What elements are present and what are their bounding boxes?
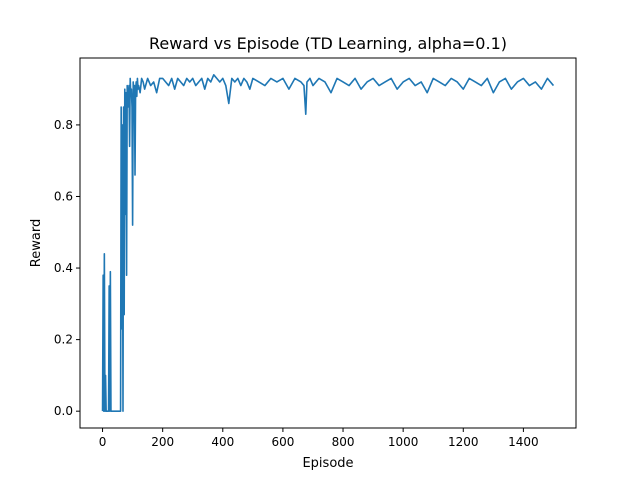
x-axis-ticks: 0 200 400 600 800 1000 1200 1400 [99,428,539,449]
axes-frame [79,57,577,429]
x-tick-label: 800 [332,435,355,449]
y-tick-label: 0.8 [54,118,73,132]
plot-area [101,74,555,412]
y-axis-ticks: 0.0 0.2 0.4 0.6 0.8 [54,118,80,418]
y-tick-label: 0.2 [54,333,73,347]
y-tick-label: 0.6 [54,189,73,203]
y-tick-label: 0.0 [54,404,73,418]
series-line-0 [101,74,555,412]
x-tick-label: 200 [151,435,174,449]
x-tick-label: 0 [99,435,107,449]
y-axis-label: Reward [29,219,44,267]
x-axis-label: Episode [302,456,353,471]
x-tick-label: 1000 [388,435,419,449]
chart-title: Reward vs Episode (TD Learning, alpha=0.… [149,34,507,53]
x-tick-label: 1200 [448,435,479,449]
x-tick-label: 400 [211,435,234,449]
x-tick-label: 1400 [508,435,539,449]
x-tick-label: 600 [271,435,294,449]
y-tick-label: 0.4 [54,261,73,275]
